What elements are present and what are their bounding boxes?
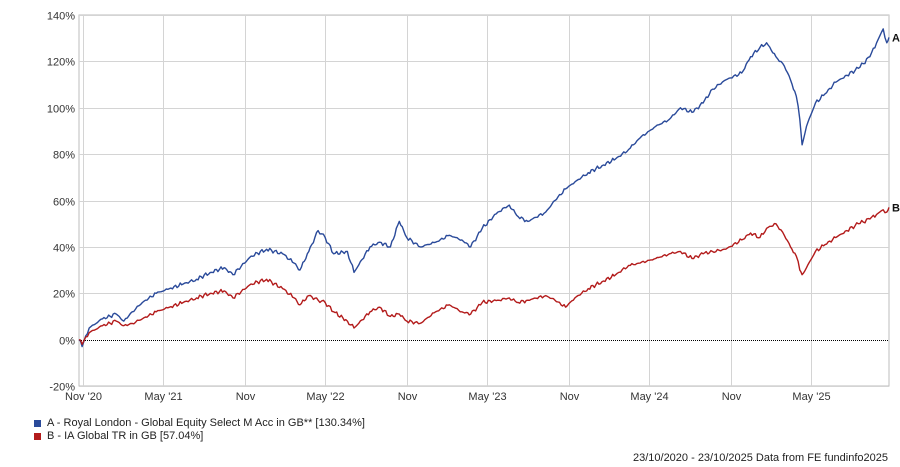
plot-border (78, 14, 890, 387)
x-tick-label: May '23 (468, 391, 506, 403)
y-axis: -20% 0% 20% 40% 60% 80% 100% 120% 140% (47, 11, 75, 394)
x-tick-label: May '25 (792, 391, 830, 403)
legend-item-a: A - Royal London - Global Equity Select … (34, 417, 365, 430)
gridlines (79, 15, 889, 387)
y-tick-label: 40% (53, 243, 75, 255)
x-tick-label: May '22 (306, 391, 344, 403)
series-line-a (78, 28, 890, 348)
legend: A - Royal London - Global Equity Select … (34, 417, 365, 443)
x-tick-label: Nov (722, 391, 742, 403)
legend-label-b: B - IA Global TR in GB [57.04%] (47, 430, 204, 442)
series-end-labels: AB (892, 32, 900, 214)
x-tick-label: Nov '20 (65, 391, 102, 403)
x-tick-label: Nov (560, 391, 580, 403)
series-end-label-a: A (892, 32, 900, 44)
legend-label-a: A - Royal London - Global Equity Select … (47, 417, 365, 429)
y-tick-label: 140% (47, 11, 75, 23)
x-tick-label: Nov (236, 391, 256, 403)
x-axis: Nov '20 May '21 Nov May '22 Nov May '23 Nov May… (65, 391, 831, 403)
series-lines (78, 28, 890, 348)
y-tick-label: 100% (47, 104, 75, 116)
legend-swatch-b (34, 433, 41, 440)
x-tick-label: May '24 (630, 391, 668, 403)
legend-item-b: B - IA Global TR in GB [57.04%] (34, 430, 365, 443)
series-line-b (78, 207, 890, 345)
x-tick-label: May '21 (144, 391, 182, 403)
y-tick-label: 0% (59, 336, 75, 348)
data-source-footer: 23/10/2020 - 23/10/2025 Data from FE fun… (632, 452, 888, 464)
series-end-label-b: B (892, 202, 900, 214)
y-tick-label: 20% (53, 289, 75, 301)
legend-swatch-a (34, 420, 41, 427)
y-tick-label: 60% (53, 197, 75, 209)
y-tick-label: 80% (53, 150, 75, 162)
y-tick-label: 120% (47, 57, 75, 69)
y-tick-label: -20% (49, 382, 75, 394)
x-tick-label: Nov (398, 391, 418, 403)
plot-area (78, 14, 890, 387)
